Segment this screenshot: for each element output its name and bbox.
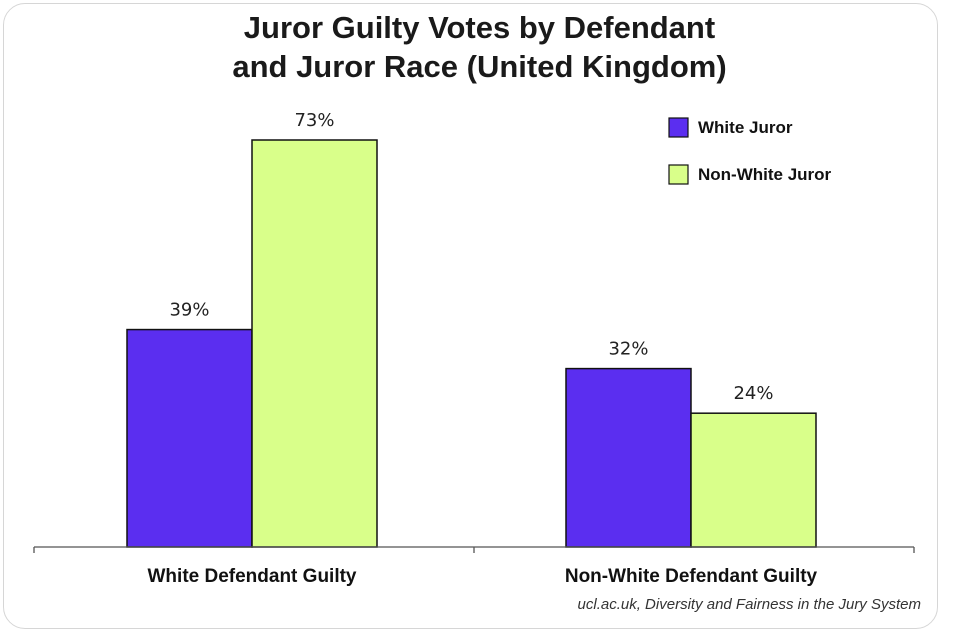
legend-label: White Juror bbox=[698, 118, 793, 137]
category-label: White Defendant Guilty bbox=[148, 566, 357, 587]
data-label: 39% bbox=[169, 300, 209, 321]
legend-label: Non-White Juror bbox=[698, 165, 832, 184]
chart-title-line-1: Juror Guilty Votes by Defendant bbox=[243, 10, 716, 45]
category-label: Non-White Defendant Guilty bbox=[565, 566, 818, 587]
bar-non-white-juror-non-white-defendant bbox=[690, 412, 817, 548]
bar-non-white-juror-white-defendant bbox=[251, 139, 378, 548]
bar-white-juror-white-defendant bbox=[126, 328, 253, 548]
chart-title-line-2: and Juror Race (United Kingdom) bbox=[232, 49, 727, 84]
data-label: 32% bbox=[608, 339, 648, 360]
bar-white-juror-non-white-defendant bbox=[565, 367, 692, 548]
source-note: ucl.ac.uk, Diversity and Fairness in the… bbox=[577, 596, 921, 613]
legend-swatch-white-juror bbox=[668, 117, 689, 138]
data-label: 73% bbox=[294, 110, 334, 131]
legend-swatch-non-white-juror bbox=[668, 164, 689, 185]
data-label: 24% bbox=[733, 383, 773, 404]
